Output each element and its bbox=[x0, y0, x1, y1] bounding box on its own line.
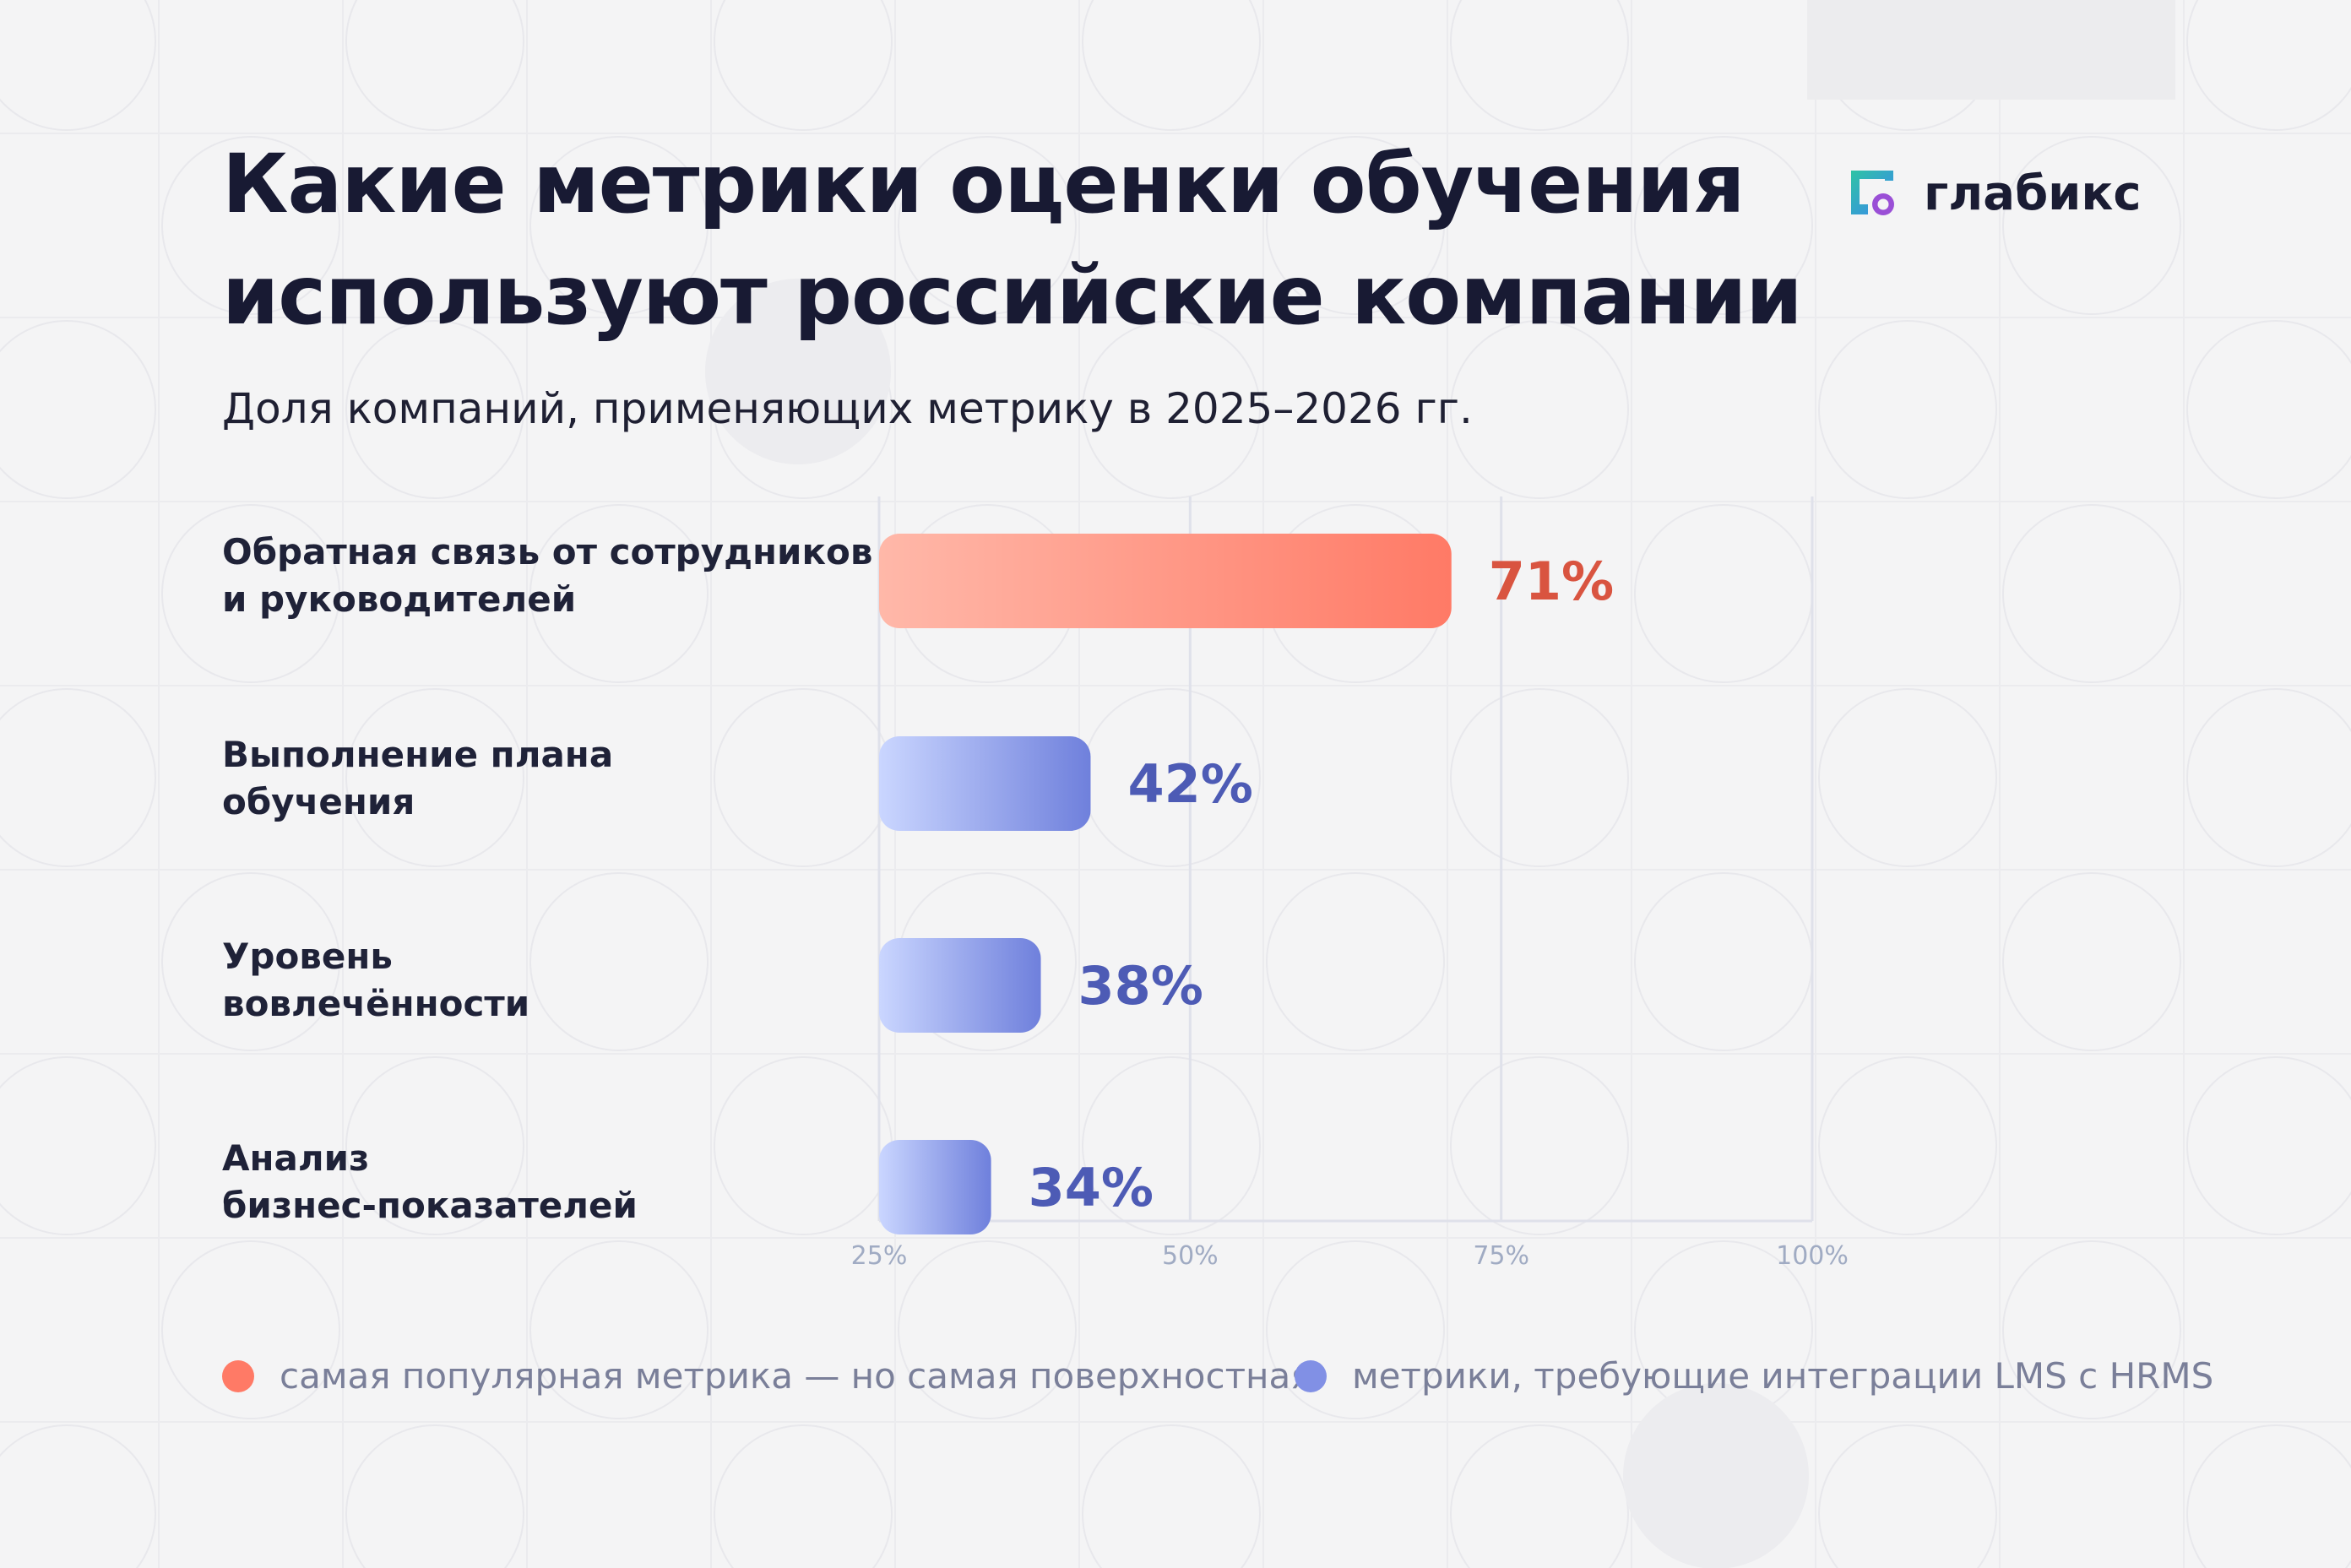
bg-circle bbox=[1818, 320, 1997, 499]
bg-circle bbox=[898, 1240, 1077, 1419]
bg-circle bbox=[161, 872, 340, 1051]
bg-circle bbox=[0, 688, 156, 867]
bg-circle bbox=[1634, 136, 1813, 315]
bg-circle bbox=[1450, 320, 1629, 499]
bg-circle bbox=[345, 1424, 524, 1568]
bg-circle bbox=[2002, 872, 2181, 1051]
bg-accent-circle bbox=[1623, 1383, 1809, 1568]
bg-circle bbox=[2186, 688, 2351, 867]
bg-circle bbox=[1818, 1424, 1997, 1568]
bg-circle bbox=[2186, 1424, 2351, 1568]
category-label: Выполнение плана bbox=[222, 734, 613, 775]
bg-circle bbox=[161, 504, 340, 683]
bg-circle bbox=[345, 1056, 524, 1235]
bg-circle bbox=[529, 136, 709, 315]
page-title: Какие метрики оценки обучения используют… bbox=[222, 137, 1803, 343]
x-tick-label: 50% bbox=[1162, 1241, 1219, 1271]
category-label: обучения bbox=[222, 781, 415, 822]
bg-circle bbox=[161, 136, 340, 315]
bg-circle bbox=[1266, 872, 1445, 1051]
bg-circle bbox=[1818, 1056, 1997, 1235]
bg-circle bbox=[161, 1240, 340, 1419]
bg-circle bbox=[1082, 1424, 1261, 1568]
bar bbox=[879, 736, 1091, 831]
bg-accent-circle bbox=[705, 279, 891, 464]
bg-circle bbox=[1082, 0, 1261, 131]
legend-item-default: метрики, требующие интеграции LMS с HRMS bbox=[1295, 1355, 2213, 1397]
bg-circle bbox=[2186, 320, 2351, 499]
legend-label-highlight: самая популярная метрика — но самая пове… bbox=[280, 1355, 1312, 1397]
bg-circle bbox=[2186, 1056, 2351, 1235]
bg-circle bbox=[345, 0, 524, 131]
bg-circle bbox=[0, 1056, 156, 1235]
bg-circle bbox=[1082, 320, 1261, 499]
x-tick-label: 100% bbox=[1776, 1241, 1849, 1271]
bg-circle bbox=[529, 872, 709, 1051]
bar-value-label: 42% bbox=[1127, 753, 1252, 815]
bg-circle bbox=[2002, 1240, 2181, 1419]
bg-circle bbox=[2186, 0, 2351, 131]
bg-circle bbox=[1450, 1424, 1629, 1568]
bg-circle bbox=[2002, 504, 2181, 683]
bg-circle bbox=[0, 1424, 156, 1568]
bar-value-label: 38% bbox=[1078, 955, 1203, 1017]
category-label: Обратная связь от сотрудников bbox=[222, 531, 872, 572]
category-label: Анализ bbox=[222, 1137, 369, 1179]
legend-item-highlight: самая популярная метрика — но самая пове… bbox=[222, 1355, 1312, 1397]
glabix-logo-icon bbox=[1851, 171, 1894, 215]
bg-circle bbox=[529, 1240, 709, 1419]
brand-name: глабикс bbox=[1924, 165, 2142, 221]
category-label: Уровень bbox=[222, 936, 393, 977]
bg-circle bbox=[529, 504, 709, 683]
bg-circle bbox=[0, 320, 156, 499]
bar bbox=[879, 938, 1041, 1033]
x-tick-label: 75% bbox=[1473, 1241, 1529, 1271]
bg-circle bbox=[1450, 0, 1629, 131]
x-tick-label: 25% bbox=[851, 1241, 908, 1271]
bg-accent-block bbox=[1807, 0, 2175, 100]
category-label: и руководителей bbox=[222, 578, 576, 620]
bg-circle bbox=[345, 320, 524, 499]
bar bbox=[879, 534, 1452, 628]
brand-logo: глабикс bbox=[1846, 165, 2142, 221]
bg-circle bbox=[1266, 136, 1445, 315]
legend-dot-default bbox=[1295, 1359, 1327, 1392]
bar bbox=[879, 1140, 991, 1234]
bg-circle bbox=[0, 0, 156, 131]
bg-circle bbox=[714, 1424, 893, 1568]
bg-circle bbox=[1266, 1240, 1445, 1419]
category-label: вовлечённости bbox=[222, 983, 529, 1024]
bg-circle bbox=[2002, 136, 2181, 315]
bg-circle bbox=[714, 0, 893, 131]
chart-subtitle: Доля компаний, применяющих метрику в 202… bbox=[222, 384, 1473, 433]
bg-circle bbox=[1082, 1056, 1261, 1235]
bg-cell bbox=[2183, 1421, 2351, 1568]
category-label: бизнес-показателей bbox=[222, 1185, 638, 1226]
bar-value-label: 71% bbox=[1489, 551, 1614, 612]
bg-circle bbox=[1450, 688, 1629, 867]
bar-value-label: 34% bbox=[1029, 1157, 1154, 1218]
bg-circle bbox=[898, 136, 1077, 315]
legend-dot-highlight bbox=[222, 1359, 254, 1392]
bg-circle bbox=[1818, 688, 1997, 867]
bg-circle bbox=[345, 688, 524, 867]
bg-circle bbox=[1450, 1056, 1629, 1235]
legend-label-default: метрики, требующие интеграции LMS с HRMS bbox=[1352, 1355, 2214, 1397]
